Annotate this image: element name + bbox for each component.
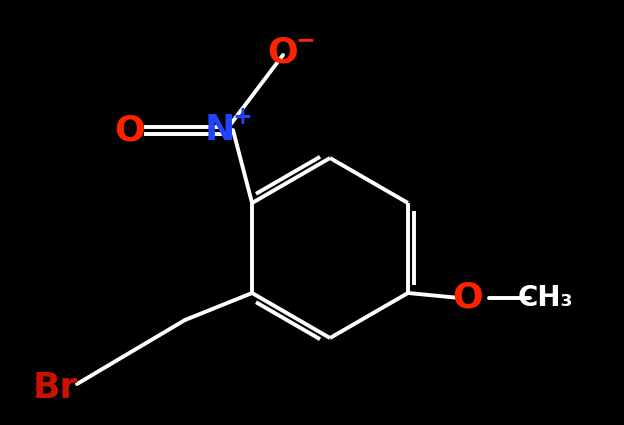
Text: O: O <box>115 113 145 147</box>
Text: CH₃: CH₃ <box>517 284 573 312</box>
Text: −: − <box>295 28 315 52</box>
Text: N: N <box>205 113 235 147</box>
Text: O: O <box>452 281 484 315</box>
Text: O: O <box>268 35 298 69</box>
Text: Br: Br <box>32 371 77 405</box>
Text: +: + <box>232 105 252 129</box>
